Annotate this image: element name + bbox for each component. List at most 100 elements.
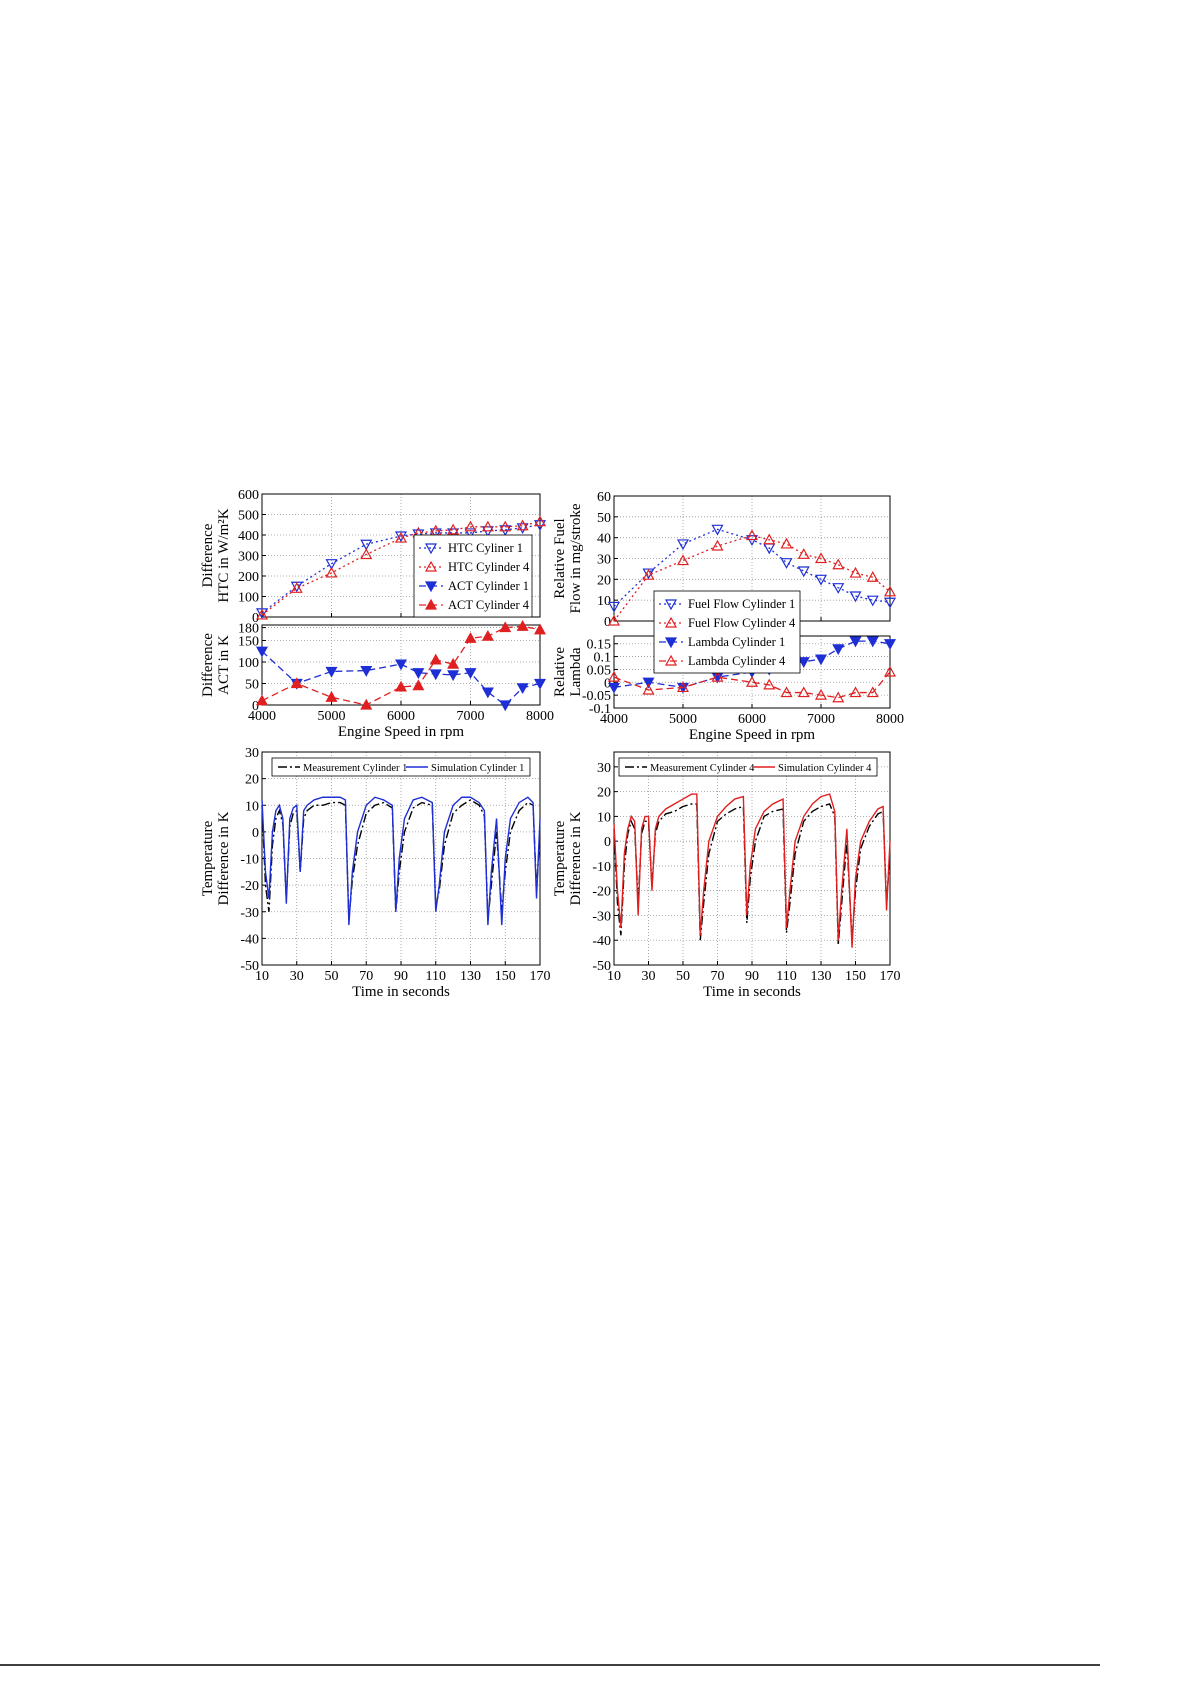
y-axis-label: Difference in K bbox=[216, 811, 232, 905]
legend-label: Measurement Cylinder 1 bbox=[303, 763, 407, 774]
marker bbox=[360, 539, 373, 551]
x-tick-label: 10 bbox=[255, 969, 269, 984]
y-axis-label: ACT in K bbox=[216, 635, 232, 695]
x-tick-label: 10 bbox=[607, 969, 621, 984]
x-tick-label: 90 bbox=[394, 969, 408, 984]
x-tick-label: 170 bbox=[530, 969, 551, 984]
legend: Measurement Cylinder 4 Simulation Cylinde… bbox=[618, 757, 878, 777]
y-tick-label: 0.15 bbox=[587, 638, 612, 653]
legend-label: Fuel Flow Cylinder 4 bbox=[688, 616, 796, 630]
marker bbox=[429, 669, 442, 681]
x-tick-label: 50 bbox=[676, 969, 690, 984]
legend-box bbox=[271, 757, 531, 777]
x-tick-label: 150 bbox=[845, 969, 866, 984]
legend-marker bbox=[664, 637, 678, 649]
y-tick-label: 30 bbox=[245, 746, 259, 761]
marker bbox=[516, 620, 529, 631]
marker bbox=[832, 583, 845, 594]
y-tick-label: -20 bbox=[592, 885, 611, 900]
y-tick-label: 20 bbox=[245, 773, 259, 788]
axes-frame bbox=[613, 751, 891, 966]
x-tick-label: 110 bbox=[426, 969, 446, 984]
marker bbox=[516, 519, 529, 531]
series-line bbox=[261, 524, 541, 614]
marker bbox=[325, 566, 338, 578]
x-tick-label: 6000 bbox=[387, 709, 415, 724]
marker bbox=[516, 683, 529, 695]
legend-marker bbox=[424, 581, 438, 593]
legend: HTC Cyliner 1 HTC Cylinder 4 ACT Cylinder … bbox=[413, 534, 533, 618]
x-tick-label: 5000 bbox=[318, 709, 346, 724]
legend-label: Lambda Cylinder 4 bbox=[688, 654, 786, 668]
y-tick-label: 150 bbox=[238, 634, 259, 649]
marker bbox=[676, 554, 690, 566]
marker bbox=[883, 639, 897, 650]
y-tick-label: -40 bbox=[592, 934, 611, 949]
marker bbox=[360, 548, 373, 560]
marker bbox=[797, 566, 810, 578]
y-axis-label: Difference bbox=[200, 523, 216, 587]
y-tick-label: 0.05 bbox=[587, 663, 612, 678]
marker bbox=[763, 533, 776, 545]
x-tick-label: 7000 bbox=[807, 712, 835, 727]
legend-marker bbox=[664, 616, 678, 628]
marker bbox=[642, 683, 655, 695]
y-tick-label: -30 bbox=[592, 909, 611, 924]
marker bbox=[711, 539, 724, 551]
y-tick-label: 180 bbox=[238, 622, 259, 637]
y-tick-label: 0.1 bbox=[594, 651, 612, 666]
legend-label: HTC Cyliner 1 bbox=[448, 541, 523, 555]
marker bbox=[464, 632, 477, 643]
y-axis-label: Temperature bbox=[200, 820, 216, 896]
y-tick-label: 40 bbox=[597, 532, 611, 547]
y-tick-label: 50 bbox=[597, 511, 611, 526]
y-tick-label: 200 bbox=[238, 570, 259, 585]
y-tick-label: 600 bbox=[238, 488, 259, 503]
marker bbox=[676, 539, 690, 551]
marker bbox=[642, 677, 655, 689]
y-tick-label: 10 bbox=[597, 810, 611, 825]
x-tick-label: 8000 bbox=[526, 709, 554, 724]
marker bbox=[533, 515, 547, 527]
y-tick-label: 0 bbox=[252, 611, 259, 626]
marker bbox=[481, 629, 494, 641]
x-tick-label: 50 bbox=[325, 969, 339, 984]
x-tick-label: 7000 bbox=[457, 709, 485, 724]
marker bbox=[394, 680, 408, 692]
y-axis-label: Relative Fuel bbox=[552, 518, 568, 598]
marker bbox=[394, 659, 408, 671]
marker bbox=[866, 636, 879, 648]
series-line bbox=[261, 521, 541, 616]
marker bbox=[883, 665, 897, 677]
y-axis-label: HTC in W/m²K bbox=[216, 508, 232, 602]
marker bbox=[255, 694, 269, 706]
x-tick-label: 4000 bbox=[248, 709, 276, 724]
x-tick-label: 5000 bbox=[669, 712, 697, 727]
y-tick-label: 30 bbox=[597, 553, 611, 568]
marker bbox=[849, 591, 862, 603]
x-axis-label: Engine Speed in rpm bbox=[689, 727, 816, 743]
y-tick-label: 0 bbox=[604, 835, 611, 850]
marker bbox=[832, 691, 845, 703]
x-axis-label: Engine Speed in rpm bbox=[338, 724, 465, 740]
legend-marker bbox=[424, 543, 438, 555]
y-tick-label: 20 bbox=[597, 786, 611, 801]
marker bbox=[849, 636, 862, 648]
x-tick-label: 130 bbox=[811, 969, 832, 984]
y-tick-label: -0.1 bbox=[589, 702, 611, 717]
marker bbox=[360, 698, 373, 710]
axes-frame bbox=[261, 751, 541, 966]
marker bbox=[481, 687, 494, 699]
marker bbox=[481, 520, 494, 532]
legend-label: ACT Cylinder 4 bbox=[448, 598, 530, 612]
marker bbox=[676, 681, 690, 693]
marker bbox=[745, 529, 759, 541]
marker bbox=[499, 700, 512, 712]
marker bbox=[607, 601, 621, 613]
marker bbox=[763, 678, 776, 690]
y-tick-label: 60 bbox=[597, 490, 611, 505]
y-tick-label: 100 bbox=[238, 656, 259, 671]
legend-box bbox=[618, 757, 878, 777]
y-tick-label: -10 bbox=[240, 853, 259, 868]
